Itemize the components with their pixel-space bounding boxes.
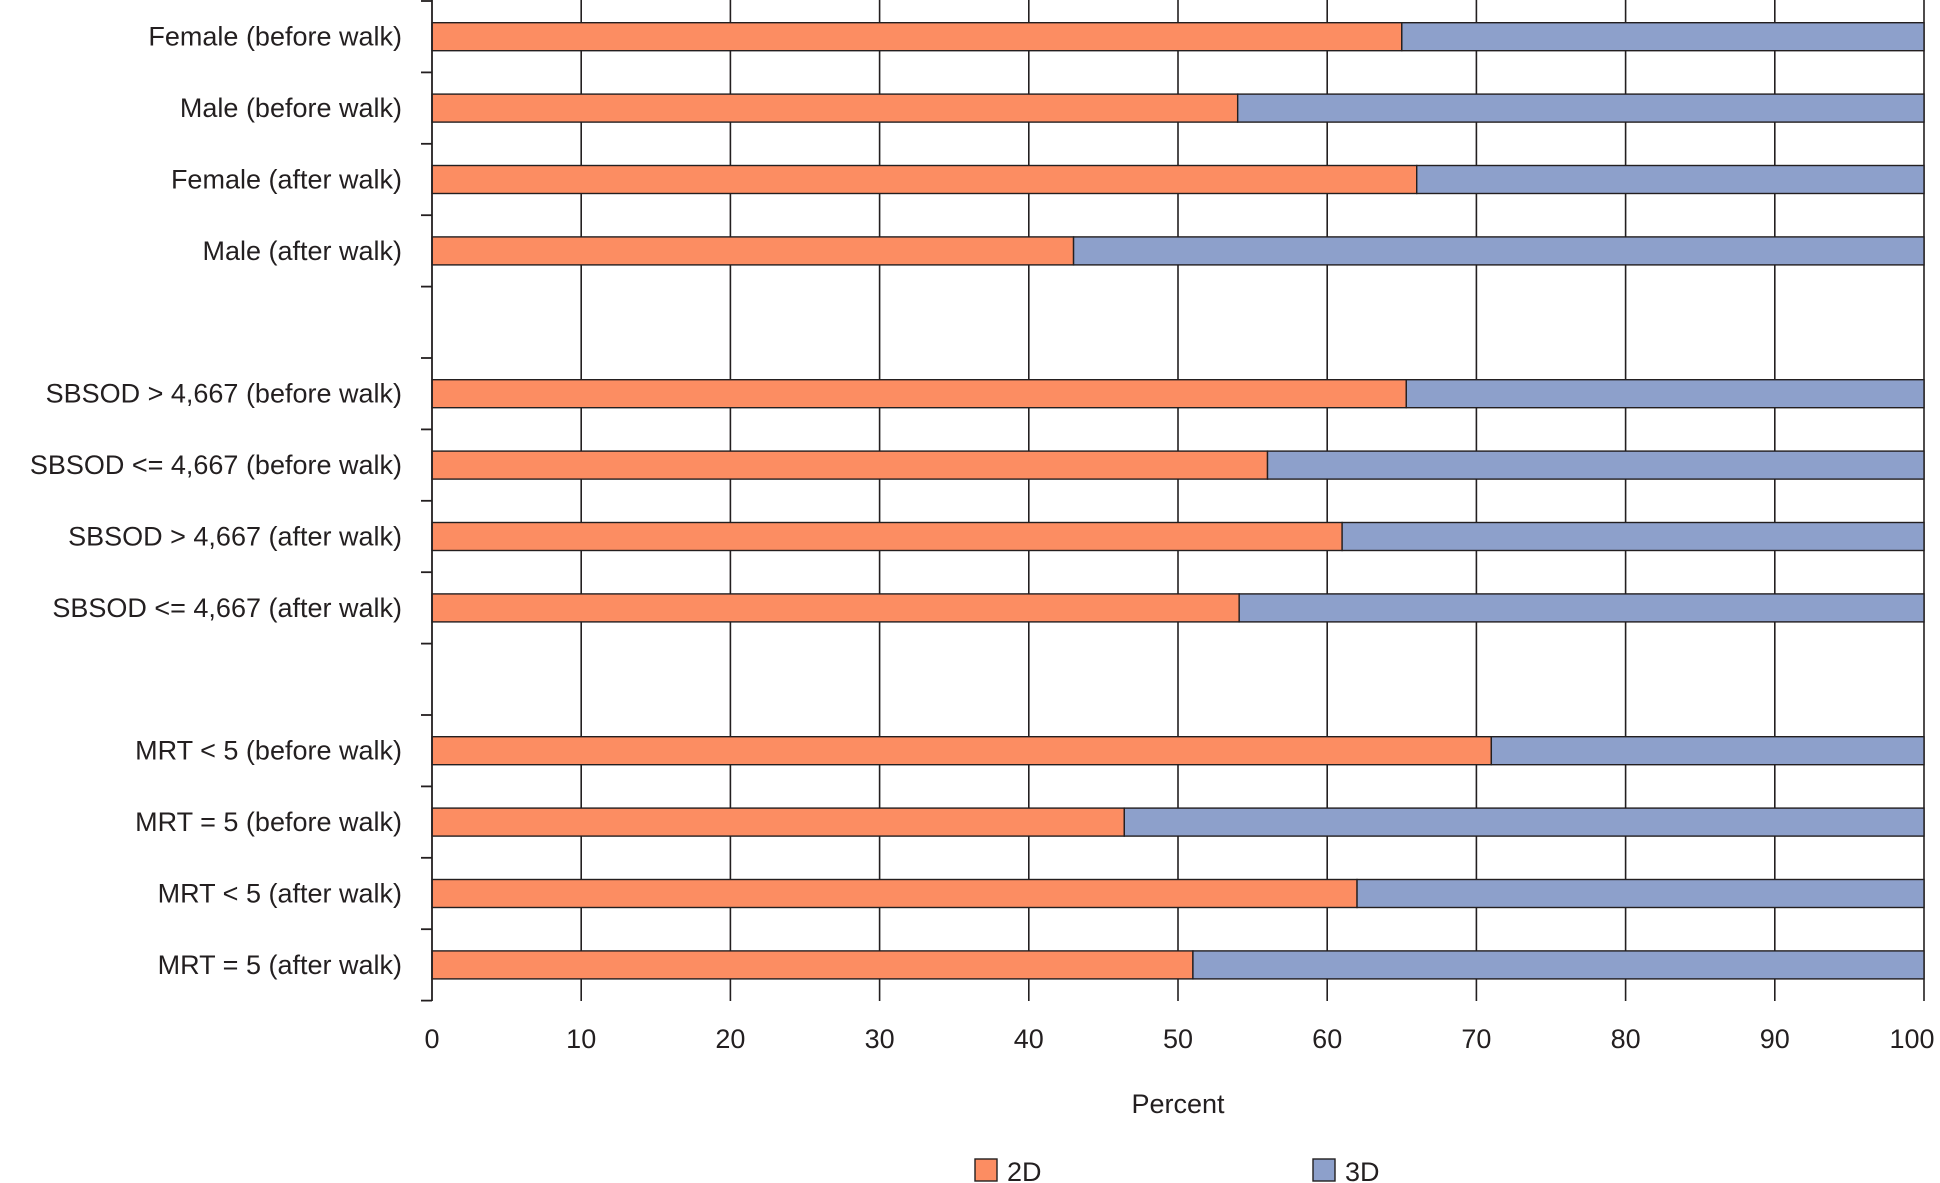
x-tick-label: 10 bbox=[566, 1024, 596, 1054]
bar-2d-1 bbox=[431, 93, 1239, 123]
category-label: MRT = 5 (after walk) bbox=[158, 950, 402, 980]
x-tick-label: 30 bbox=[865, 1024, 895, 1054]
legend-label-2d: 2D bbox=[1007, 1157, 1042, 1183]
x-tick-label: 70 bbox=[1461, 1024, 1491, 1054]
gridlines bbox=[580, 0, 1925, 1001]
bar-2d-0 bbox=[431, 22, 1403, 52]
category-label: Male (after walk) bbox=[202, 236, 402, 266]
category-label: MRT < 5 (before walk) bbox=[135, 736, 402, 766]
x-tick-label: 50 bbox=[1163, 1024, 1193, 1054]
x-tick-label: 40 bbox=[1014, 1024, 1044, 1054]
bar-3d-13 bbox=[1192, 950, 1925, 980]
bar-3d-7 bbox=[1341, 521, 1925, 552]
legend: 2D 3D bbox=[974, 1157, 1380, 1183]
category-label: MRT < 5 (after walk) bbox=[158, 879, 402, 909]
x-tick-label: 80 bbox=[1611, 1024, 1641, 1054]
bar-3d-12 bbox=[1356, 878, 1925, 909]
bar-2d-12 bbox=[431, 878, 1358, 909]
bar-2d-7 bbox=[431, 521, 1343, 552]
category-label: Male (before walk) bbox=[180, 93, 402, 123]
bar-2d-13 bbox=[431, 950, 1194, 980]
bars bbox=[431, 22, 1925, 980]
labels: 0 10 20 30 40 50 60 70 80 90 100 Female (before wal… bbox=[30, 22, 1935, 1054]
category-label: Female (before walk) bbox=[148, 22, 402, 52]
bar-2d-8 bbox=[431, 593, 1240, 623]
category-label: Female (after walk) bbox=[171, 165, 402, 195]
x-tick-label: 90 bbox=[1760, 1024, 1790, 1054]
bar-3d-10 bbox=[1490, 736, 1925, 766]
x-axis-title: Percent bbox=[1131, 1089, 1225, 1119]
bar-3d-0 bbox=[1401, 22, 1925, 52]
x-tick-label: 100 bbox=[1889, 1024, 1934, 1054]
category-label: MRT = 5 (before walk) bbox=[135, 807, 402, 837]
axes bbox=[421, 0, 433, 1002]
bar-3d-11 bbox=[1123, 807, 1925, 837]
x-tick-label: 0 bbox=[424, 1024, 439, 1054]
category-label: SBSOD <= 4,667 (before walk) bbox=[30, 450, 402, 480]
legend-swatch-2d bbox=[974, 1158, 998, 1182]
category-label: SBSOD > 4,667 (before walk) bbox=[46, 379, 402, 409]
bar-2d-3 bbox=[431, 236, 1075, 266]
category-label: SBSOD <= 4,667 (after walk) bbox=[52, 593, 402, 623]
bar-2d-10 bbox=[431, 736, 1493, 766]
legend-label-3d: 3D bbox=[1345, 1157, 1380, 1183]
bar-3d-2 bbox=[1416, 164, 1925, 195]
legend-swatch-3d bbox=[1312, 1158, 1336, 1182]
x-tick-label: 20 bbox=[715, 1024, 745, 1054]
category-label: SBSOD > 4,667 (after walk) bbox=[68, 522, 402, 552]
x-tick-label: 60 bbox=[1312, 1024, 1342, 1054]
bar-3d-8 bbox=[1238, 593, 1925, 623]
bar-2d-2 bbox=[431, 164, 1418, 195]
bar-3d-3 bbox=[1072, 236, 1925, 266]
bar-2d-5 bbox=[431, 379, 1407, 409]
bar-3d-5 bbox=[1405, 379, 1925, 409]
bar-2d-6 bbox=[431, 450, 1269, 480]
bar-3d-6 bbox=[1266, 450, 1925, 480]
bar-3d-1 bbox=[1236, 93, 1925, 123]
bar-2d-11 bbox=[431, 807, 1125, 837]
